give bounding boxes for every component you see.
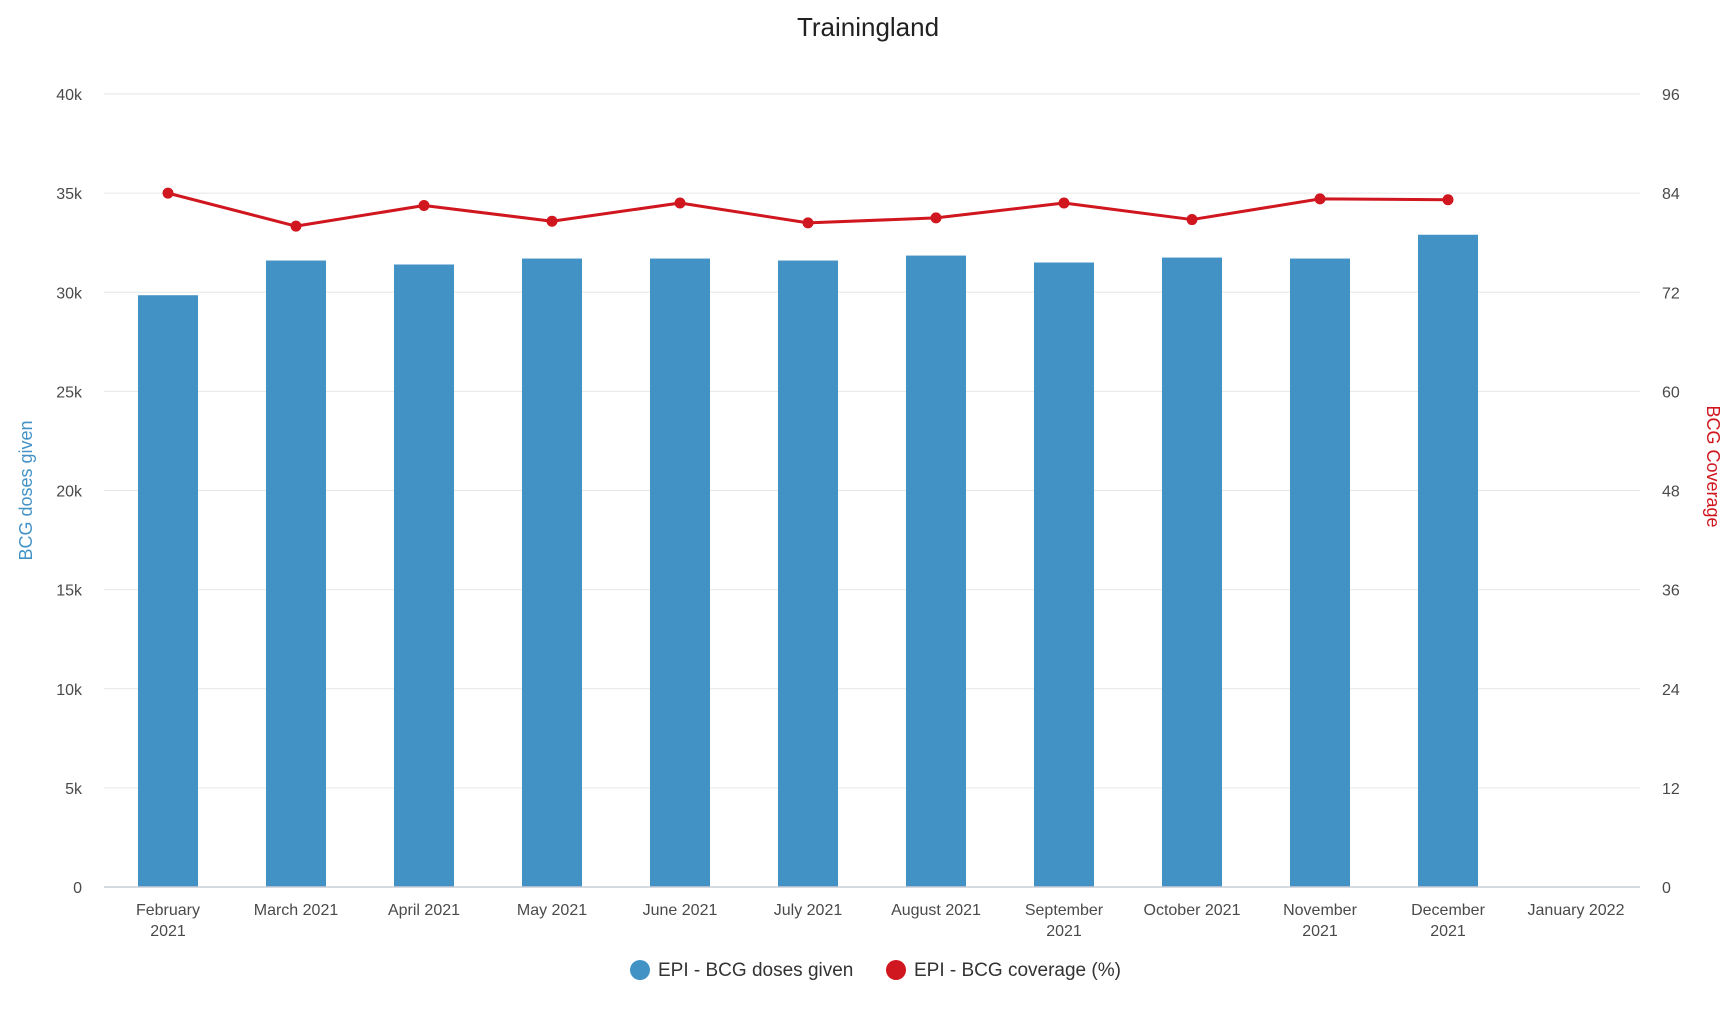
x-tick-label: August 2021 [891, 902, 981, 919]
y-right-tick-label: 0 [1662, 880, 1671, 897]
x-tick-label: March 2021 [254, 902, 339, 919]
y-left-tick-label: 30k [56, 285, 83, 302]
line-series [162, 187, 1454, 232]
bar[interactable] [522, 258, 582, 887]
bar[interactable] [650, 258, 710, 887]
y-right-tick-label: 60 [1662, 384, 1680, 401]
y-right-tick-label: 48 [1662, 484, 1680, 501]
bar[interactable] [778, 260, 838, 887]
x-tick-label: February 2021 [136, 902, 200, 940]
bar-series [138, 234, 1478, 888]
line-point[interactable] [802, 217, 814, 229]
x-tick-label: April 2021 [388, 902, 460, 919]
y-right-tick-label: 36 [1662, 583, 1680, 600]
bar[interactable] [394, 264, 454, 887]
y-left-tick-label: 5k [65, 781, 83, 798]
x-tick-label: January 2022 [1528, 902, 1625, 919]
line-point[interactable] [162, 187, 174, 199]
legend-label[interactable]: EPI - BCG doses given [658, 960, 853, 981]
y-right-axis-title: BCG Coverage [1703, 405, 1723, 527]
y-left-tick-label: 40k [56, 87, 83, 104]
legend-label[interactable]: EPI - BCG coverage (%) [914, 960, 1121, 981]
y-right-tick-label: 84 [1662, 186, 1680, 203]
bar[interactable] [1162, 257, 1222, 887]
bar[interactable] [266, 260, 326, 887]
x-tick-label: September 2021 [1025, 902, 1104, 940]
y-right-tick-label: 12 [1662, 781, 1680, 798]
line-point[interactable] [290, 220, 302, 232]
x-tick-label: June 2021 [643, 902, 718, 919]
line-point[interactable] [418, 200, 430, 212]
line-point[interactable] [546, 215, 558, 227]
bar[interactable] [1290, 258, 1350, 887]
line-point[interactable] [674, 197, 686, 209]
line-point[interactable] [1314, 193, 1326, 205]
x-tick-label: October 2021 [1144, 902, 1241, 919]
y-left-tick-label: 25k [56, 384, 83, 401]
y-left-tick-label: 15k [56, 583, 83, 600]
y-left-tick-label: 0 [73, 880, 82, 897]
legend-marker [630, 960, 650, 980]
line-point[interactable] [1058, 197, 1070, 209]
gridlines [104, 93, 1640, 789]
bar[interactable] [906, 255, 966, 888]
axes: 0 5k 10k 15k 20k 25k 30k 35k 40k 0 12 24 36 48 60 72 84 9… [16, 87, 1723, 940]
bar[interactable] [1418, 234, 1478, 887]
legend: EPI - BCG doses given EPI - BCG coverage … [630, 960, 1121, 981]
y-right-tick-label: 72 [1662, 285, 1680, 302]
legend-marker [886, 960, 906, 980]
line-point[interactable] [1186, 214, 1198, 226]
bar[interactable] [1034, 262, 1094, 887]
y-left-tick-label: 35k [56, 186, 83, 203]
bar[interactable] [138, 295, 198, 887]
y-left-tick-label: 20k [56, 484, 83, 501]
x-tick-label: May 2021 [517, 902, 587, 919]
line-point[interactable] [1442, 194, 1454, 206]
x-tick-label: July 2021 [774, 902, 843, 919]
y-left-tick-label: 10k [56, 682, 83, 699]
x-tick-label: November 2021 [1283, 902, 1357, 940]
x-tick-label: December 2021 [1411, 902, 1485, 940]
y-left-axis-title: BCG doses given [16, 420, 36, 560]
y-right-tick-label: 24 [1662, 682, 1680, 699]
chart-title: Trainingland [797, 12, 939, 42]
line-point[interactable] [930, 212, 942, 224]
y-right-tick-label: 96 [1662, 87, 1680, 104]
